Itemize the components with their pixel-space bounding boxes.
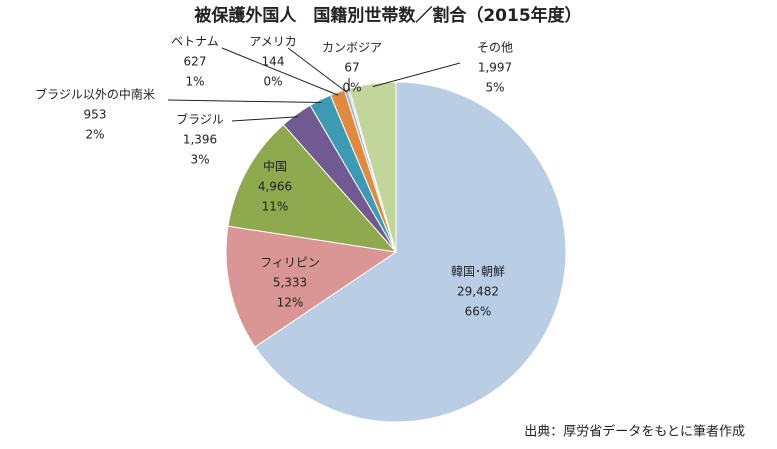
slice-label: アメリカ [249,35,296,49]
value-label: 29,482 [457,285,499,299]
leader-line [231,116,299,122]
leader-line [287,47,348,93]
share-label: 66% [465,305,492,319]
pie-slice [254,81,567,423]
source-note: 出典：厚労省データをもとに筆者作成 [524,424,745,440]
share-label: 1% [185,75,204,89]
slice-label: フィリピン [260,256,320,270]
slice-label: ベトナム [171,35,219,49]
leader-line [372,62,461,88]
leader-line [167,99,322,104]
share-label: 0% [342,81,361,95]
slice-label: カンボジア [322,41,382,55]
slice-label: 中国 [263,159,287,174]
value-label: 953 [84,108,107,122]
share-label: 0% [263,75,282,89]
share-label: 12% [277,296,304,310]
value-label: 1,396 [183,133,217,147]
slice-label: ブラジル以外の中南米 [35,87,155,102]
slice-label: その他 [477,41,513,55]
share-label: 2% [85,128,104,142]
slice-label: 韓国･朝鮮 [451,265,505,279]
share-label: 11% [262,200,289,214]
chart-title: 被保護外国人 国籍別世帯数／割合（2015年度） [194,5,581,26]
value-label: 4,966 [258,180,292,194]
pie-slice [225,225,398,348]
value-label: 144 [262,55,285,69]
pie-slice [227,123,398,253]
value-label: 1,997 [478,61,512,75]
value-label: 627 [184,55,207,69]
share-label: 3% [190,153,209,167]
leader-line [221,47,339,96]
slice-label: ブラジル [176,112,224,127]
value-label: 67 [344,61,359,75]
share-label: 5% [485,81,504,95]
value-label: 5,333 [273,276,307,290]
